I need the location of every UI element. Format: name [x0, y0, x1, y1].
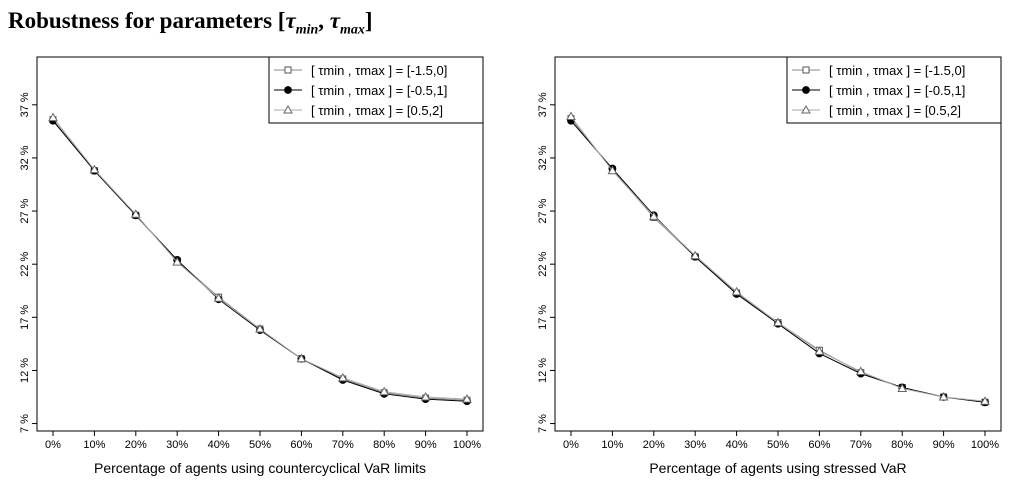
right-y-tick-label: 32 % [537, 145, 549, 170]
left-legend-label: [ τmin , τmax ] = [-1.5,0] [311, 63, 447, 78]
right-series-triangle-point [607, 165, 618, 175]
left-legend-marker-square [284, 66, 292, 74]
left-y-tick-label: 12 % [19, 358, 31, 383]
left-series-triangle-point [130, 209, 141, 218]
left-x-tick-label: 80% [373, 439, 395, 451]
right-y-tick-label: 37 % [537, 92, 549, 117]
left-legend-label: [ τmin , τmax ] = [-0.5,1] [311, 83, 447, 98]
left-y-tick-label: 32 % [19, 145, 31, 170]
left-x-tick-label: 10% [83, 439, 105, 451]
right-legend-box [786, 56, 1002, 124]
right-y-tick-label: 22 % [537, 251, 549, 276]
left-series-triangle-point [89, 164, 100, 174]
right-y-tick-label: 7 % [537, 414, 549, 433]
right-x-tick-label: 80% [891, 439, 913, 451]
left-x-tick-label: 90% [415, 439, 437, 451]
right-series-triangle-point [690, 250, 701, 260]
page-title: Robustness for parameters [τmin, τmax] [8, 8, 373, 39]
right-series-triangle-point [938, 391, 949, 401]
right-x-tick-label: 10% [601, 439, 623, 451]
right-x-tick-label: 20% [643, 439, 665, 451]
right-x-axis-label: Percentage of agents using stressed VaR [649, 460, 906, 476]
right-x-tick-label: 30% [684, 439, 706, 451]
left-series-triangle-point [296, 353, 307, 363]
title-suffix: ] [364, 8, 373, 33]
right-x-tick-label: 50% [767, 439, 789, 451]
right-y-tick-label: 17 % [537, 305, 549, 330]
right-legend-marker-circle [802, 86, 810, 94]
left-series-triangle-point [379, 386, 390, 396]
left-series-triangle-point [337, 372, 348, 382]
left-series-triangle-point [420, 391, 431, 401]
left-series-triangle-point [172, 257, 183, 266]
left-legend-label: [ τmin , τmax ] = [0.5,2] [311, 103, 443, 118]
right-series-circle-line [570, 120, 986, 403]
right-series-triangle-point [897, 383, 908, 392]
right-y-tick-label: 12 % [537, 358, 549, 383]
right-y-tick-label: 27 % [537, 198, 549, 223]
left-legend-box [268, 56, 484, 124]
right-x-tick-label: 60% [808, 439, 830, 451]
left-x-tick-label: 100% [453, 439, 481, 451]
left-y-tick-label: 27 % [19, 198, 31, 223]
left-legend-marker-circle [284, 86, 292, 94]
right-legend-marker-triangle [801, 104, 811, 114]
right-series-square-line [570, 118, 986, 403]
left-x-tick-label: 60% [290, 439, 312, 451]
title-prefix: Robustness for parameters [ [8, 8, 286, 33]
left-y-tick-label: 7 % [19, 414, 31, 433]
left-series-triangle-point [213, 293, 224, 302]
left-x-tick-label: 50% [249, 439, 271, 451]
left-y-tick-label: 22 % [19, 251, 31, 276]
left-x-tick-label: 20% [125, 439, 147, 451]
right-x-tick-label: 70% [850, 439, 872, 451]
left-legend-marker-triangle [283, 104, 293, 114]
right-x-tick-label: 100% [971, 439, 999, 451]
title-max-subscript: max [339, 22, 365, 38]
left-y-tick-label: 17 % [19, 305, 31, 330]
right-series-triangle-point [814, 346, 825, 355]
right-series-triangle-point [731, 286, 742, 296]
right-legend-marker-square [802, 66, 810, 74]
right-series-triangle-point [855, 366, 866, 375]
left-x-tick-label: 70% [332, 439, 354, 451]
left-x-tick-label: 40% [208, 439, 230, 451]
title-tau-min-symbol: τ [285, 8, 296, 33]
left-x-tick-label: 30% [166, 439, 188, 451]
title-separator: , [318, 8, 330, 33]
right-series-triangle-point [980, 396, 990, 405]
title-tau-max-symbol: τ [329, 8, 340, 33]
title-min-subscript: min [295, 22, 319, 38]
left-series-triangle-point [48, 112, 58, 122]
left-series-triangle-point [462, 394, 472, 403]
right-legend-label: [ τmin , τmax ] = [-1.5,0] [829, 63, 965, 78]
right-series-triangle-point [566, 111, 576, 120]
right-x-tick-label: 90% [933, 439, 955, 451]
right-x-tick-label: 0% [563, 439, 579, 451]
right-series-triangle-point [773, 317, 783, 327]
right-x-tick-label: 40% [726, 439, 748, 451]
right-legend-label: [ τmin , τmax ] = [0.5,2] [829, 103, 961, 118]
left-x-axis-label: Percentage of agents using countercyclic… [94, 460, 426, 476]
left-series-triangle-point [255, 323, 265, 333]
right-legend-label: [ τmin , τmax ] = [-0.5,1] [829, 83, 965, 98]
right-series-triangle-point [648, 211, 659, 220]
left-y-tick-label: 37 % [19, 92, 31, 117]
left-x-tick-label: 0% [45, 439, 61, 451]
right-series-triangle-line [570, 116, 986, 402]
